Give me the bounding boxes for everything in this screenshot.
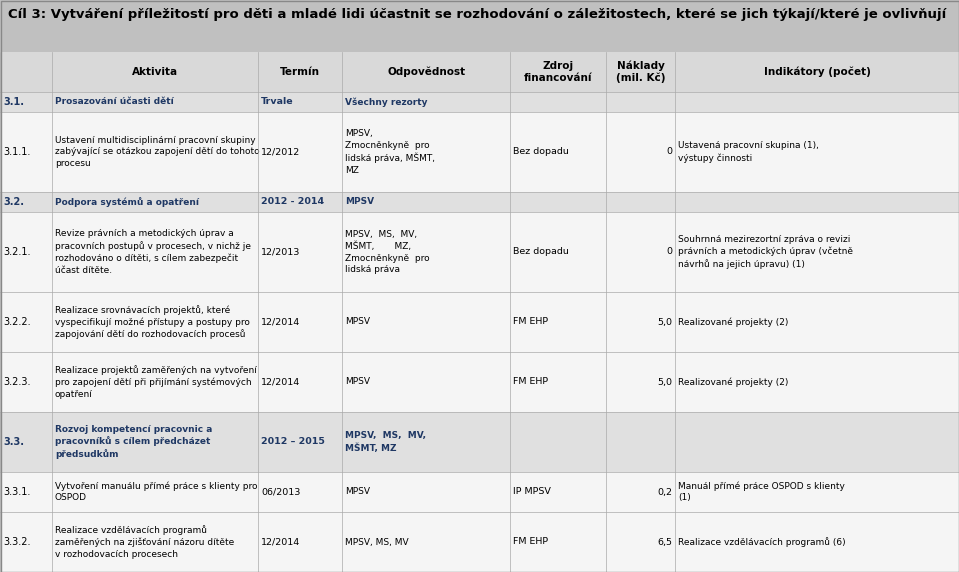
- Bar: [0, 512, 959, 572]
- Text: Odpovědnost: Odpovědnost: [387, 67, 465, 77]
- Text: 3.2.1.: 3.2.1.: [3, 247, 31, 257]
- Text: IP MPSV: IP MPSV: [513, 487, 551, 496]
- Text: Realizace srovnávacích projektů, které
vyspecifikují možné přístupy a postupy pr: Realizace srovnávacích projektů, které v…: [55, 305, 249, 339]
- Text: Zdroj
financování: Zdroj financování: [524, 61, 593, 83]
- Bar: [0, 212, 959, 292]
- Text: FM EHP: FM EHP: [513, 317, 549, 327]
- Bar: [0, 352, 959, 412]
- Text: Prosazování účasti dětí: Prosazování účasti dětí: [55, 97, 174, 106]
- Text: 3.2.2.: 3.2.2.: [3, 317, 31, 327]
- Text: Realizace projektů zaměřených na vytvoření
pro zapojení dětí při přijímání systé: Realizace projektů zaměřených na vytvoře…: [55, 366, 257, 399]
- Bar: [0, 472, 959, 512]
- Text: Revize právních a metodických úprav a
pracovních postupů v procesech, v nichž je: Revize právních a metodických úprav a pr…: [55, 229, 251, 275]
- Text: 2012 – 2015: 2012 – 2015: [261, 438, 325, 447]
- Text: Všechny rezorty: Všechny rezorty: [345, 97, 428, 107]
- Text: Podpora systémů a opatření: Podpora systémů a opatření: [55, 197, 199, 207]
- Text: MPSV: MPSV: [345, 317, 370, 327]
- Text: MPSV, MS, MV: MPSV, MS, MV: [345, 538, 409, 546]
- Text: Náklady
(mil. Kč): Náklady (mil. Kč): [616, 61, 666, 84]
- Text: 3.2.3.: 3.2.3.: [3, 377, 31, 387]
- Text: Rozvoj kompetencí pracovnic a
pracovníků s cílem předcházet
předsudkům: Rozvoj kompetencí pracovnic a pracovníků…: [55, 425, 212, 459]
- Text: 6,5: 6,5: [657, 538, 672, 546]
- Text: 3.3.: 3.3.: [3, 437, 24, 447]
- Text: 3.1.1.: 3.1.1.: [3, 147, 31, 157]
- Text: Manuál přímé práce OSPOD s klienty
(1): Manuál přímé práce OSPOD s klienty (1): [678, 482, 845, 502]
- Text: Realizace vzdělávacích programů
zaměřených na zjišťování názoru dítěte
v rozhodo: Realizace vzdělávacích programů zaměřený…: [55, 525, 234, 559]
- Text: 3.3.1.: 3.3.1.: [3, 487, 31, 497]
- Text: MPSV: MPSV: [345, 197, 374, 206]
- Text: MPSV,
Zmocněnkyně  pro
lidská práva, MŠMT,
MZ: MPSV, Zmocněnkyně pro lidská práva, MŠMT…: [345, 129, 435, 174]
- Bar: [0, 192, 959, 212]
- Text: Realizované projekty (2): Realizované projekty (2): [678, 378, 788, 387]
- Text: MPSV,  MS,  MV,
MŠMT,       MZ,
Zmocněnkyně  pro
lidská práva: MPSV, MS, MV, MŠMT, MZ, Zmocněnkyně pro …: [345, 230, 430, 274]
- Bar: [0, 92, 959, 112]
- Text: 2012 - 2014: 2012 - 2014: [261, 197, 324, 206]
- Text: 0,2: 0,2: [657, 487, 672, 496]
- Text: Indikátory (počet): Indikátory (počet): [763, 67, 871, 77]
- Text: Bez dopadu: Bez dopadu: [513, 248, 569, 256]
- Text: 12/2014: 12/2014: [261, 538, 300, 546]
- Text: 06/2013: 06/2013: [261, 487, 300, 496]
- Text: 0: 0: [667, 248, 672, 256]
- Text: 3.3.2.: 3.3.2.: [3, 537, 31, 547]
- Text: Termín: Termín: [280, 67, 320, 77]
- Text: 3.1.: 3.1.: [3, 97, 24, 107]
- Text: 5,0: 5,0: [657, 378, 672, 387]
- Text: Vytvoření manuálu přímé práce s klienty pro
OSPOD: Vytvoření manuálu přímé práce s klienty …: [55, 482, 257, 502]
- Text: 12/2013: 12/2013: [261, 248, 300, 256]
- Text: Aktivita: Aktivita: [131, 67, 178, 77]
- Bar: [0, 112, 959, 192]
- Bar: [0, 0, 959, 52]
- Text: Realizované projekty (2): Realizované projekty (2): [678, 317, 788, 327]
- Text: Souhrnná mezirezortní zpráva o revizi
právních a metodických úprav (včetně
návrh: Souhrnná mezirezortní zpráva o revizi pr…: [678, 235, 854, 269]
- Text: Ustavená pracovní skupina (1),
výstupy činnosti: Ustavená pracovní skupina (1), výstupy č…: [678, 141, 819, 162]
- Text: 12/2014: 12/2014: [261, 317, 300, 327]
- Text: FM EHP: FM EHP: [513, 538, 549, 546]
- Text: MPSV: MPSV: [345, 487, 370, 496]
- Text: FM EHP: FM EHP: [513, 378, 549, 387]
- Text: Realizace vzdělávacích programů (6): Realizace vzdělávacích programů (6): [678, 537, 846, 547]
- Bar: [0, 292, 959, 352]
- Bar: [0, 412, 959, 472]
- Text: MPSV: MPSV: [345, 378, 370, 387]
- Bar: [0, 52, 959, 92]
- Text: 0: 0: [667, 148, 672, 157]
- Text: Ustavení multidisciplinární pracovní skupiny
zabývající se otázkou zapojení dětí: Ustavení multidisciplinární pracovní sku…: [55, 136, 260, 168]
- Text: Bez dopadu: Bez dopadu: [513, 148, 569, 157]
- Text: MPSV,  MS,  MV,
MŠMT, MZ: MPSV, MS, MV, MŠMT, MZ: [345, 431, 427, 452]
- Text: 3.2.: 3.2.: [3, 197, 24, 207]
- Text: 12/2012: 12/2012: [261, 148, 300, 157]
- Text: Trvale: Trvale: [261, 97, 293, 106]
- Text: 5,0: 5,0: [657, 317, 672, 327]
- Text: Cíl 3: Vytváření příležitostí pro děti a mladé lidi účastnit se rozhodování o zá: Cíl 3: Vytváření příležitostí pro děti a…: [8, 8, 947, 21]
- Text: 12/2014: 12/2014: [261, 378, 300, 387]
